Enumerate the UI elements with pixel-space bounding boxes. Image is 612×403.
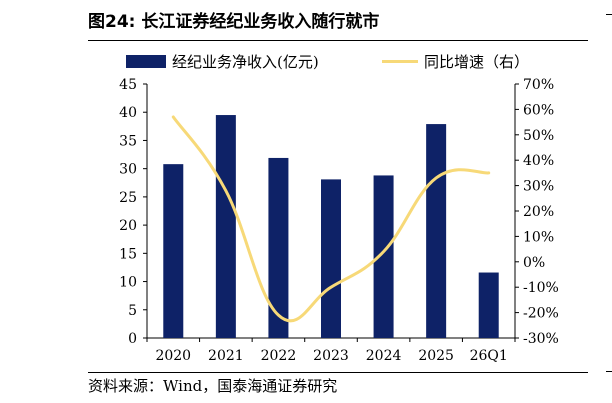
axes: 051015202530354045-30%-20%-10%0%10%20%30… (119, 77, 559, 364)
x-tick-label: 2024 (366, 348, 402, 364)
x-tick-label: 26Q1 (470, 348, 508, 364)
legend-swatch-bar (126, 55, 166, 68)
bar (321, 179, 341, 338)
x-tick-label: 2022 (261, 348, 297, 364)
y-left-tick-label: 0 (128, 331, 137, 347)
y-left-tick-label: 40 (119, 105, 137, 121)
x-tick-label: 2023 (313, 348, 349, 364)
y-left-tick-label: 45 (119, 77, 137, 93)
y-right-tick-label: 40% (523, 153, 554, 169)
growth-line-path (171, 115, 491, 323)
bar (426, 124, 447, 338)
growth-line (171, 115, 491, 323)
y-right-tick-label: -20% (523, 306, 559, 322)
y-left-tick-label: 15 (119, 246, 137, 262)
bar (215, 115, 236, 339)
y-left-tick-label: 30 (119, 162, 137, 178)
y-right-tick-label: 50% (523, 128, 554, 144)
legend: 经纪业务净收入(亿元) 同比增速（右） (126, 53, 529, 71)
bar (163, 164, 184, 338)
bars (163, 115, 499, 339)
chart: 经纪业务净收入(亿元) 同比增速（右） 051015202530354045-3… (119, 53, 559, 364)
bar (478, 272, 499, 338)
legend-label-bar: 经纪业务净收入(亿元) (172, 53, 319, 71)
y-right-tick-label: -10% (523, 280, 559, 296)
source-bar: 资料来源：Wind，国泰海通证券研究 (88, 372, 588, 403)
y-left-tick-label: 10 (119, 275, 137, 291)
bar (373, 175, 394, 338)
y-left-tick-label: 5 (128, 303, 137, 319)
source-note: 资料来源：Wind，国泰海通证券研究 (88, 377, 338, 395)
edge-mark (606, 14, 612, 15)
legend-label-line: 同比增速（右） (424, 53, 529, 71)
bar (268, 157, 289, 338)
y-right-tick-label: 10% (523, 229, 554, 245)
x-tick-label: 2025 (418, 348, 454, 364)
y-left-tick-label: 35 (119, 133, 137, 149)
y-right-tick-label: 20% (523, 204, 554, 220)
y-right-tick-label: 0% (523, 255, 545, 271)
y-left-tick-label: 20 (119, 218, 137, 234)
x-tick-label: 2021 (208, 348, 244, 364)
y-left-tick-label: 25 (119, 190, 137, 206)
y-right-tick-label: 70% (523, 77, 554, 93)
chart-title: 图24: 长江证券经纪业务收入随行就市 (88, 12, 380, 32)
y-right-tick-label: 60% (523, 102, 554, 118)
y-right-tick-label: 30% (523, 179, 554, 195)
title-bar: 图24: 长江证券经纪业务收入随行就市 (88, 0, 588, 41)
x-tick-label: 2020 (155, 348, 191, 364)
y-right-tick-label: -30% (523, 331, 559, 347)
edge-mark (606, 371, 612, 372)
